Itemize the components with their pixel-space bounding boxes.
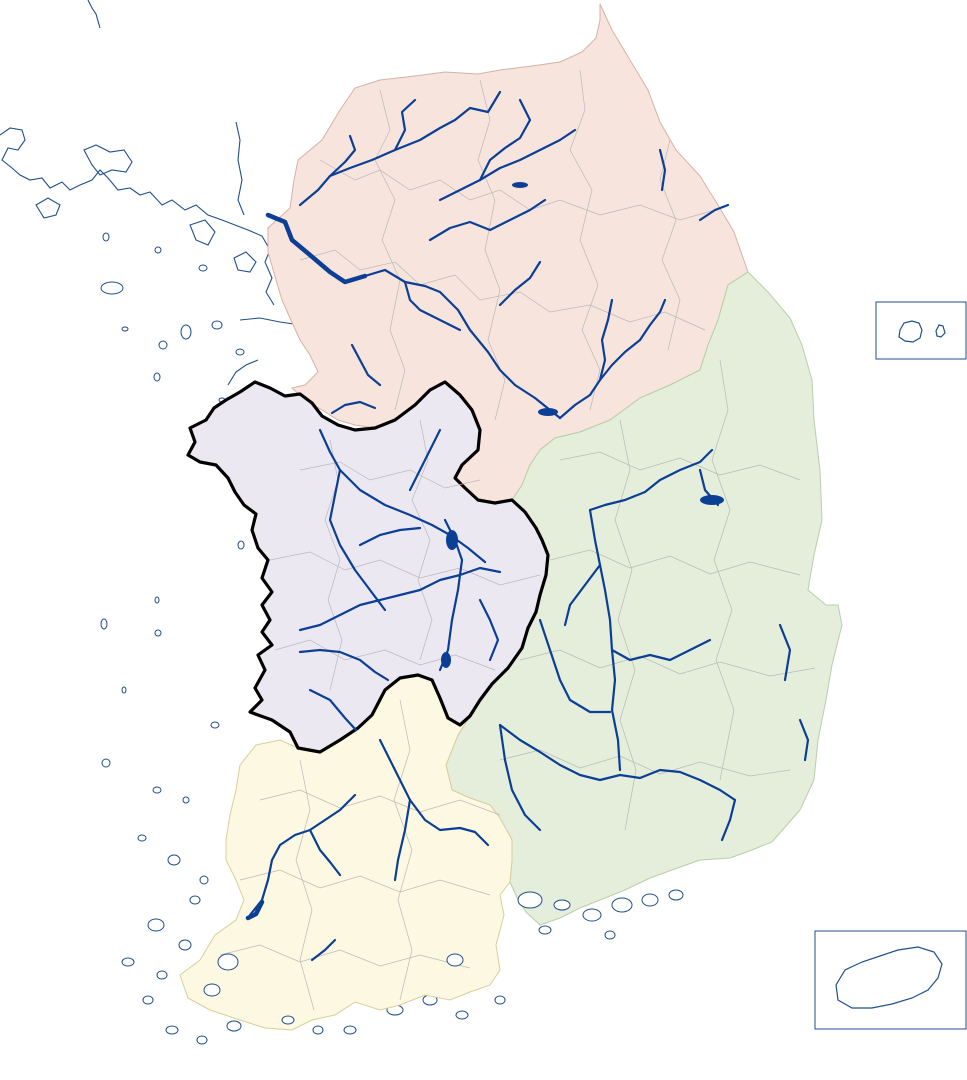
river bbox=[778, 623, 792, 682]
region-central-west[interactable] bbox=[186, 380, 550, 754]
river bbox=[318, 428, 487, 564]
northwest-coastline bbox=[0, 0, 311, 386]
river bbox=[403, 280, 462, 332]
river bbox=[498, 260, 542, 307]
river-wide bbox=[245, 899, 265, 921]
subdivision-boundaries bbox=[219, 69, 816, 1011]
dokdo-island bbox=[935, 324, 946, 338]
river bbox=[720, 798, 737, 842]
river-network bbox=[245, 90, 810, 962]
river bbox=[498, 723, 737, 802]
river bbox=[350, 343, 382, 387]
river bbox=[478, 598, 500, 662]
river bbox=[478, 98, 532, 182]
west-islets bbox=[100, 232, 438, 1045]
river bbox=[658, 148, 667, 192]
river bbox=[248, 793, 357, 917]
river bbox=[298, 648, 390, 682]
river bbox=[588, 508, 622, 772]
jeju-island bbox=[835, 946, 943, 1009]
inset-ulleungdo-dokdo bbox=[875, 301, 967, 360]
river bbox=[698, 203, 730, 222]
river bbox=[298, 134, 357, 207]
inset-jeju bbox=[814, 930, 967, 1030]
river bbox=[558, 298, 667, 420]
river bbox=[610, 638, 712, 662]
river bbox=[330, 400, 377, 415]
river bbox=[588, 448, 714, 512]
river bbox=[798, 718, 810, 762]
river bbox=[328, 468, 387, 612]
river bbox=[310, 938, 337, 962]
river bbox=[408, 428, 442, 492]
river bbox=[563, 563, 602, 627]
river bbox=[393, 90, 502, 152]
south-islands bbox=[178, 875, 684, 1035]
river bbox=[498, 723, 542, 832]
river bbox=[358, 526, 422, 547]
river bbox=[308, 688, 358, 732]
river bbox=[308, 828, 342, 877]
river bbox=[428, 198, 547, 242]
river bbox=[538, 618, 612, 714]
ulleungdo-island bbox=[898, 320, 923, 343]
river bbox=[393, 798, 412, 882]
river bbox=[298, 566, 502, 632]
river bbox=[598, 298, 614, 382]
river bbox=[265, 212, 368, 285]
river bbox=[438, 128, 577, 202]
regions bbox=[179, 3, 843, 1031]
river bbox=[378, 738, 490, 847]
